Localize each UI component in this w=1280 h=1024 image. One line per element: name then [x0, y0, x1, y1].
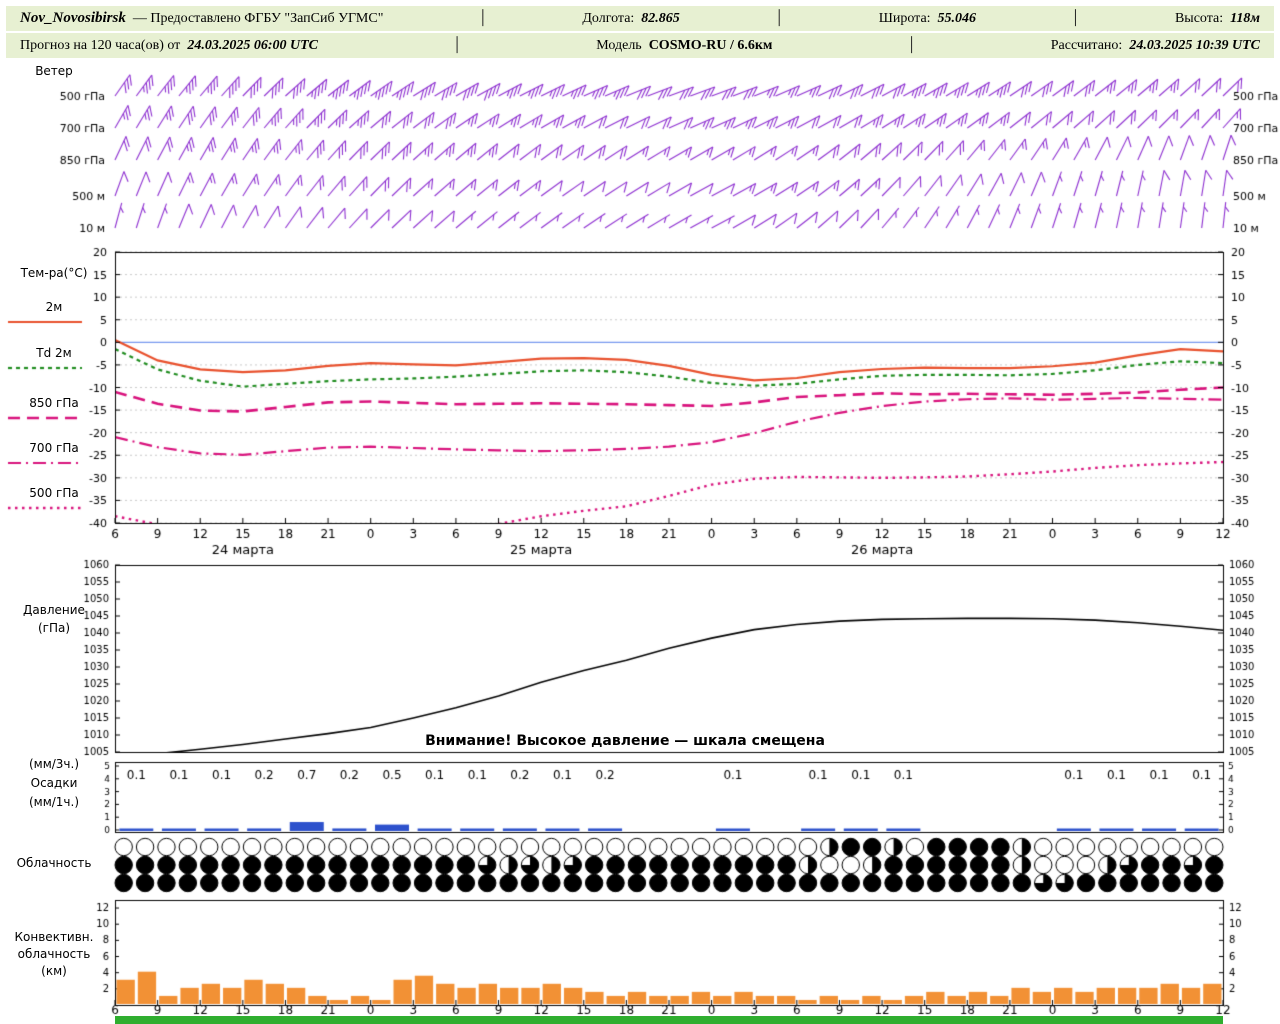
- convective-title-2: облачность: [17, 947, 91, 961]
- pressure-annotation: Внимание! Высокое давление — шкала смеще…: [425, 733, 825, 749]
- legend-temp-500: 500 гПа: [29, 486, 79, 500]
- legend-temp-700: 700 гПа: [29, 441, 79, 455]
- cloud-panel-title: Облачность: [16, 856, 92, 870]
- wind-panel-title: Ветер: [35, 64, 73, 78]
- convective-title-1: Конвективн.: [14, 930, 94, 944]
- pressure-panel-title: Давление: [23, 603, 85, 617]
- legend-temp-850: 850 гПа: [29, 396, 79, 410]
- convective-title-3: (км): [41, 964, 67, 978]
- pressure-panel-units: (гПа): [37, 621, 71, 635]
- precip-panel-title: Осадки: [30, 776, 78, 790]
- legend-temp-2m: 2м: [45, 300, 63, 314]
- temperature-panel-title: Тем-ра(°C): [20, 266, 88, 280]
- footer-green-bar: [115, 1016, 1223, 1024]
- precip-label-3h: (мм/3ч.): [28, 757, 80, 771]
- precip-label-1h: (мм/1ч.): [28, 795, 80, 809]
- legend-dewpoint-2m: Td 2м: [36, 346, 72, 360]
